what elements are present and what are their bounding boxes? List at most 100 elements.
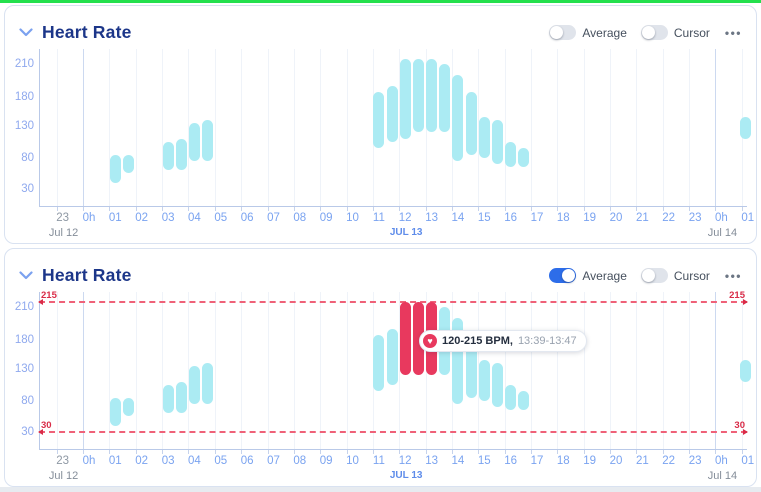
heart-rate-bar[interactable] [188,366,200,405]
axis-tick [741,207,743,211]
x-axis-hour-label: 05 [214,455,228,467]
y-axis-label: 180 [14,334,34,346]
heart-rate-bar[interactable] [109,154,121,183]
cursor-toggle-switch[interactable] [640,25,668,40]
x-axis-date-label: JUL 13 [389,470,423,481]
heart-rate-bar[interactable] [373,91,385,149]
heart-rate-bar-highlighted[interactable] [412,301,424,376]
chevron-down-icon[interactable] [19,271,33,280]
heart-rate-bar[interactable] [188,123,200,162]
axis-tick [346,207,348,211]
x-axis-hour-label: 0h [82,455,96,467]
x-axis-date-label: Jul 14 [707,470,738,482]
hour-gridline [531,292,532,449]
axis-tick [241,450,243,454]
day-boundary-line [715,49,717,206]
heart-rate-bar[interactable] [452,75,464,162]
limit-line-label-right: 30 [734,420,745,431]
cursor-toggle[interactable]: Cursor [640,25,710,40]
heart-rate-bar[interactable] [478,360,490,401]
heart-rate-bar[interactable] [412,58,424,133]
x-axis-hour-label: 23 [688,455,702,467]
x-axis-hour-label: 0h [82,212,96,224]
chevron-down-icon[interactable] [19,28,33,37]
average-toggle-switch[interactable] [549,25,577,40]
heart-rate-bar[interactable] [452,318,464,405]
heart-rate-bar[interactable] [739,360,751,382]
heart-rate-bar[interactable] [109,397,121,426]
x-axis-hour-label: 10 [346,455,359,467]
average-toggle[interactable]: Average [549,25,627,40]
limit-line-arrow-left [38,429,43,435]
heart-rate-bar[interactable] [386,329,398,385]
y-axis-label: 130 [14,363,34,375]
heart-rate-bar[interactable] [426,58,438,133]
hour-gridline [320,49,322,206]
heart-rate-bar[interactable] [202,363,214,405]
heart-rate-bar[interactable] [518,148,530,168]
cursor-toggle[interactable]: Cursor [640,268,710,283]
axis-tick [689,207,691,211]
heart-rate-bar[interactable] [518,391,530,411]
hour-gridline [583,292,585,449]
limit-line-label-left: 215 [41,289,57,301]
axis-tick [320,207,322,211]
axis-tick [188,207,190,211]
axis-tick [557,207,559,211]
toggle-knob [641,26,655,39]
hour-gridline [557,292,559,449]
hour-gridline [293,49,295,206]
x-axis-hour-label: 13 [425,455,438,467]
axis-tick [399,450,401,454]
heart-rate-bar-highlighted[interactable] [399,301,411,376]
heart-rate-panel-top: 210 180 130 80 30 23 0h 01 02 03 04 05 06 07 08 09 10 11 1… [4,5,757,244]
heart-rate-bar[interactable] [373,334,385,392]
heart-rate-bar[interactable] [478,117,490,158]
heart-rate-bar[interactable] [505,385,517,411]
heart-rate-bar[interactable] [491,363,503,408]
hour-gridline [162,49,164,206]
average-toggle-switch[interactable] [549,268,577,283]
y-axis-label: 210 [14,301,34,313]
heart-rate-bar[interactable] [123,397,134,417]
heart-rate-bar[interactable] [386,86,398,142]
axis-tick [109,207,111,211]
heart-rate-bar[interactable] [505,142,517,168]
heart-rate-bar[interactable] [162,142,174,171]
x-axis-hour-label: 02 [135,212,149,224]
ellipsis-menu-icon[interactable]: ••• [724,25,742,40]
heart-rate-bar[interactable] [202,120,214,162]
ellipsis-menu-icon[interactable]: ••• [724,268,742,283]
limit-line-label-right: 215 [729,289,745,301]
x-axis-date-label: JUL 13 [389,227,423,238]
axis-tick [531,450,532,454]
cursor-toggle-switch[interactable] [640,268,668,283]
heart-rate-bar[interactable] [175,381,187,414]
limit-line-215 [39,300,747,303]
hour-gridline [241,292,243,449]
axis-tick [56,207,58,211]
axis-tick [425,207,427,211]
hour-gridline [504,292,506,449]
heart-rate-bar[interactable] [465,91,477,155]
x-axis-hour-label: 10 [346,212,359,224]
heart-rate-bar[interactable] [491,120,503,165]
axis-tick [267,207,269,211]
x-axis-hour-label: 11 [372,455,385,467]
heart-rate-bar[interactable] [123,154,134,174]
axis-tick [162,450,164,454]
heart-rate-bar[interactable] [739,117,751,139]
cursor-toggle-label: Cursor [673,268,710,283]
heart-rate-bar[interactable] [175,138,187,171]
heart-rate-bar[interactable] [439,64,451,133]
average-toggle[interactable]: Average [549,268,627,283]
page-bottom-strip [0,487,761,492]
y-axis-label: 210 [14,58,34,70]
hour-gridline [214,49,216,206]
heart-rate-bar[interactable] [162,385,174,414]
limit-line-30 [39,431,747,433]
axis-tick [135,450,137,454]
heart-rate-bar[interactable] [399,58,411,139]
heart-rate-bar[interactable] [465,334,477,398]
hour-gridline [56,292,58,449]
